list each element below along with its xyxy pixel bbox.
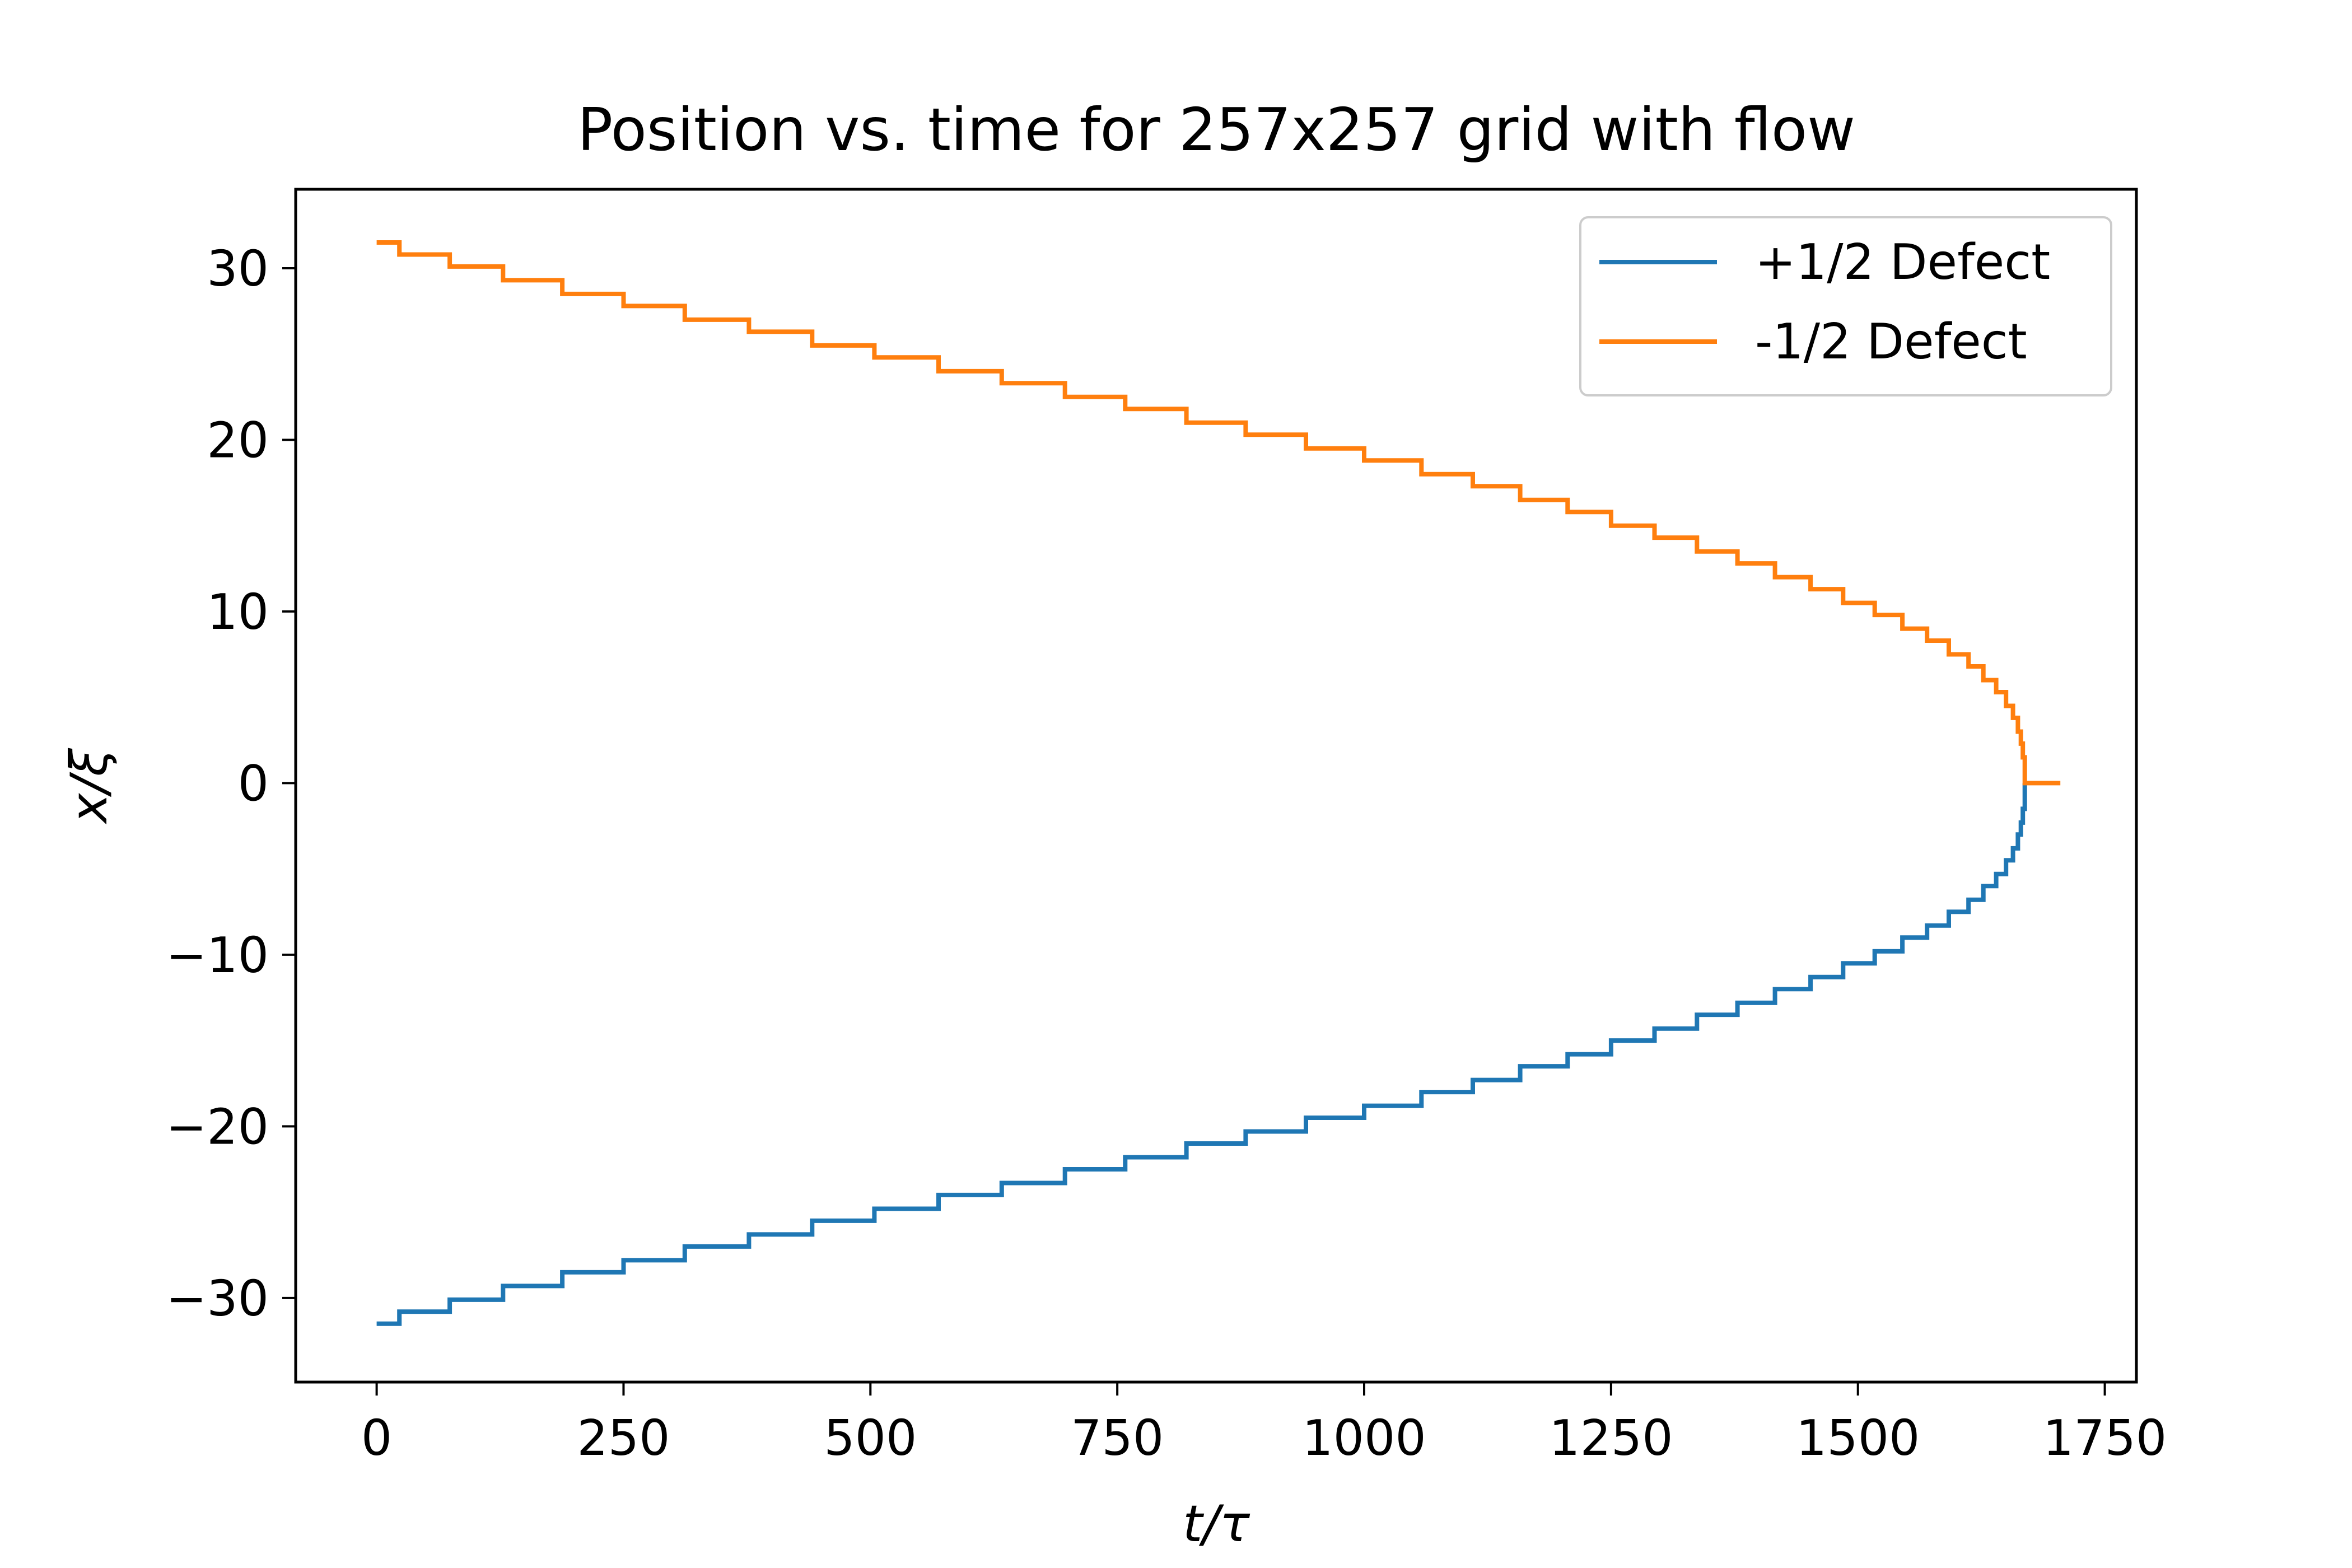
y-tick-label: 10 bbox=[207, 584, 269, 641]
x-tick-label: 1250 bbox=[1549, 1410, 1673, 1467]
y-tick-label: −10 bbox=[166, 927, 269, 984]
plot-area bbox=[294, 188, 2138, 1384]
x-tick-label: 0 bbox=[361, 1410, 392, 1467]
x-tick-label: 500 bbox=[824, 1410, 917, 1467]
x-axis-ticks: 0 250 500 750 1000 1250 1500 1750 bbox=[361, 1382, 2167, 1467]
y-tick-label: −20 bbox=[166, 1098, 269, 1155]
x-tick-label: 1750 bbox=[2043, 1410, 2167, 1467]
legend-label-minus-half-defect: -1/2 Defect bbox=[1755, 313, 2027, 370]
x-tick-label: 750 bbox=[1071, 1410, 1164, 1467]
y-tick-label: −30 bbox=[166, 1270, 269, 1327]
axes-frame bbox=[294, 188, 2138, 1384]
y-tick-label: 0 bbox=[238, 755, 269, 812]
legend: +1/2 Defect -1/2 Defect bbox=[1579, 216, 2112, 396]
y-axis-label: x/ξ bbox=[60, 748, 119, 825]
y-axis-ticks: −30 −20 −10 0 10 20 30 bbox=[166, 240, 296, 1327]
series-line-plus-half-defect bbox=[376, 783, 2027, 1326]
x-tick-label: 1000 bbox=[1302, 1410, 1426, 1467]
x-axis-label: t/τ bbox=[1183, 1495, 1250, 1553]
legend-label-plus-half-defect: +1/2 Defect bbox=[1755, 234, 2050, 291]
y-tick-label: 20 bbox=[207, 412, 269, 469]
series-layer bbox=[376, 240, 2061, 1326]
x-tick-label: 1500 bbox=[1796, 1410, 1920, 1467]
y-tick-label: 30 bbox=[207, 240, 269, 297]
x-tick-label: 250 bbox=[577, 1410, 670, 1467]
chart-title: Position vs. time for 257x257 grid with … bbox=[577, 96, 1855, 164]
series-line-minus-half-defect bbox=[376, 240, 2061, 786]
